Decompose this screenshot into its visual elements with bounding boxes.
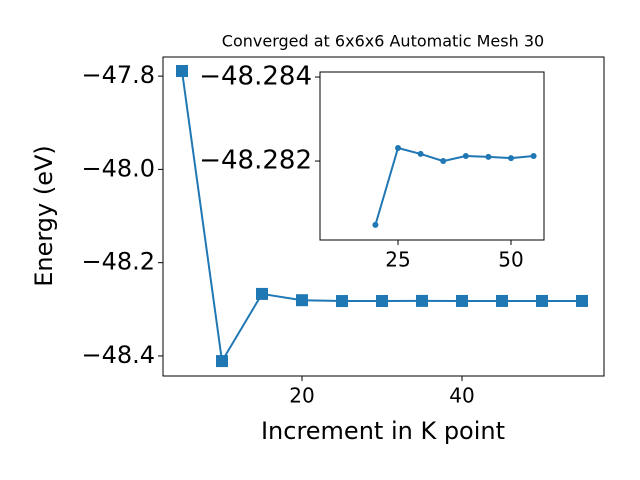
marker bbox=[336, 295, 348, 308]
y-axis-label: Energy (eV) bbox=[30, 145, 58, 287]
plot-area bbox=[320, 72, 544, 240]
marker bbox=[485, 153, 492, 160]
marker bbox=[530, 153, 537, 159]
plot-frame bbox=[162, 56, 605, 377]
marker bbox=[462, 153, 469, 159]
y-tick-label: −48.0 bbox=[81, 154, 155, 182]
marker bbox=[576, 294, 588, 307]
plot-frame bbox=[319, 71, 545, 241]
x-axis-label: Increment in K point bbox=[261, 417, 505, 445]
y-tick-label: −48.282 bbox=[199, 146, 312, 176]
marker bbox=[496, 294, 508, 307]
chart-title: Converged at 6x6x6 Automatic Mesh 30 bbox=[222, 32, 544, 51]
marker bbox=[417, 150, 424, 157]
series-line bbox=[374, 146, 534, 226]
marker bbox=[376, 295, 388, 308]
y-tick-label: −48.284 bbox=[199, 62, 312, 92]
y-tick-label: −47.8 bbox=[81, 61, 155, 89]
marker bbox=[372, 221, 379, 228]
marker bbox=[256, 287, 268, 300]
marker bbox=[456, 294, 468, 307]
marker bbox=[296, 294, 308, 307]
marker bbox=[508, 155, 515, 162]
marker bbox=[216, 355, 228, 368]
marker bbox=[440, 158, 447, 165]
y-tick-label: −48.4 bbox=[81, 341, 155, 369]
marker bbox=[536, 294, 548, 307]
x-tick-label: 25 bbox=[385, 248, 410, 272]
marker bbox=[176, 64, 188, 77]
y-tick-label: −48.2 bbox=[81, 248, 155, 276]
marker bbox=[416, 294, 428, 307]
x-tick-label: 50 bbox=[498, 248, 523, 272]
x-tick-label: 40 bbox=[449, 384, 474, 408]
marker bbox=[395, 145, 402, 152]
x-tick-label: 20 bbox=[289, 384, 314, 408]
